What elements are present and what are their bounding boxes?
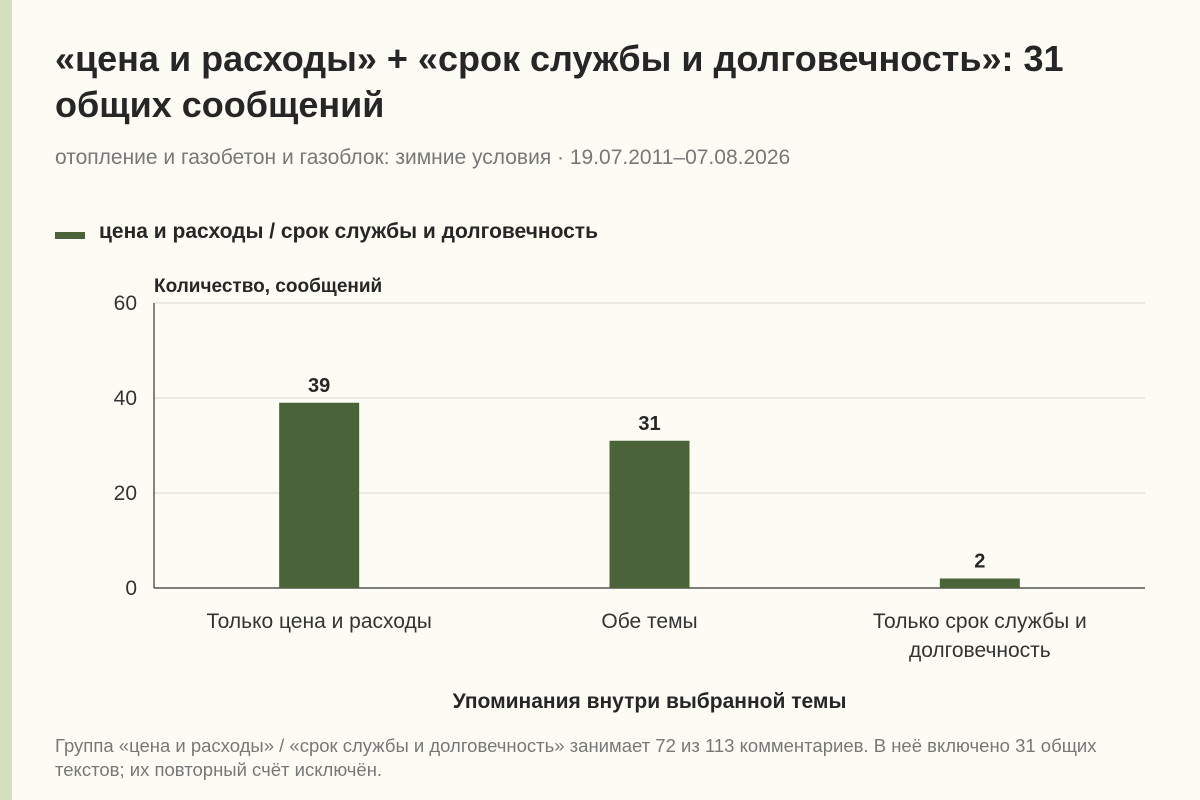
y-tick-label: 60: [114, 292, 137, 315]
chart-legend: цена и расходы / срок службы и долговечн…: [55, 220, 598, 244]
bar: [939, 578, 1020, 588]
y-tick-label: 20: [114, 482, 137, 505]
bar-chart: 0 20 40 60 Количество, сообщений 39 Только цен…: [114, 276, 1145, 713]
x-axis-label: Упоминания внутри выбранной темы: [453, 690, 847, 713]
x-tick-label: Только цена и расходы: [206, 610, 431, 633]
chart-footnote: Группа «цена и расходы» / «срок службы и…: [55, 735, 1097, 780]
x-tick-label: долговечность: [909, 639, 1051, 662]
x-tick-label: Обе темы: [601, 610, 697, 633]
legend-swatch: [55, 231, 85, 239]
bar: [609, 440, 690, 588]
x-tick-label: Только срок службы и: [873, 610, 1087, 633]
bar: [279, 402, 360, 588]
bar-value-label: 31: [638, 413, 660, 435]
bar-value-label: 2: [974, 551, 985, 573]
side-accent-stripe: [0, 0, 12, 800]
y-tick-label: 0: [125, 577, 137, 600]
legend-label: цена и расходы / срок службы и долговечн…: [99, 220, 599, 243]
chart-subtitle: отопление и газобетон и газоблок: зимние…: [55, 146, 791, 169]
y-tick-label: 40: [114, 387, 137, 410]
y-axis-label: Количество, сообщений: [154, 276, 382, 297]
bar-value-label: 39: [308, 375, 330, 397]
chart-title: «цена и расходы» + «срок службы и долгов…: [55, 38, 1064, 125]
